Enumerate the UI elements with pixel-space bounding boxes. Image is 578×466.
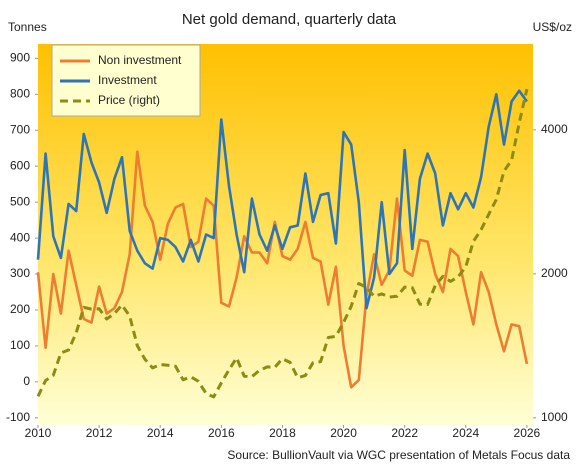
y-axis-label: Tonnes — [8, 20, 47, 34]
chart-title: Net gold demand, quarterly data — [182, 11, 397, 28]
y-tick-label: 0 — [23, 374, 30, 388]
y-tick-label: 500 — [10, 194, 30, 208]
y2-tick-label: 2000 — [541, 266, 568, 280]
series-line — [36, 89, 528, 310]
x-tick-label: 2016 — [208, 426, 235, 440]
y-tick-label: 200 — [10, 302, 30, 316]
series-line — [36, 150, 529, 389]
x-tick-label: 2020 — [330, 426, 357, 440]
y-tick-label: -100 — [6, 410, 30, 424]
legend-label: Non investment — [98, 53, 182, 67]
x-tick-label: 2012 — [86, 426, 113, 440]
legend-label: Price (right) — [98, 93, 160, 107]
y-tick-label: 400 — [10, 230, 30, 244]
x-tick-label: 2022 — [391, 426, 418, 440]
y-tick-label: 100 — [10, 338, 30, 352]
x-tick-label: 2010 — [25, 426, 52, 440]
y-tick-label: 300 — [10, 266, 30, 280]
x-tick-label: 2014 — [147, 426, 174, 440]
source-note: Source: BullionVault via WGC presentatio… — [227, 448, 570, 462]
y2-axis-label: US$/oz — [533, 20, 572, 34]
x-tick-label: 2026 — [514, 426, 541, 440]
x-tick-label: 2024 — [452, 426, 479, 440]
y2-tick-label: 1000 — [541, 410, 568, 424]
y2-tick-label: 4000 — [541, 122, 568, 136]
x-tick-label: 2018 — [269, 426, 296, 440]
y-tick-label: 600 — [10, 158, 30, 172]
y-tick-label: 800 — [10, 86, 30, 100]
y-tick-label: 700 — [10, 122, 30, 136]
series-line — [36, 88, 529, 399]
y-tick-label: 900 — [10, 51, 30, 65]
legend-label: Investment — [98, 73, 157, 87]
